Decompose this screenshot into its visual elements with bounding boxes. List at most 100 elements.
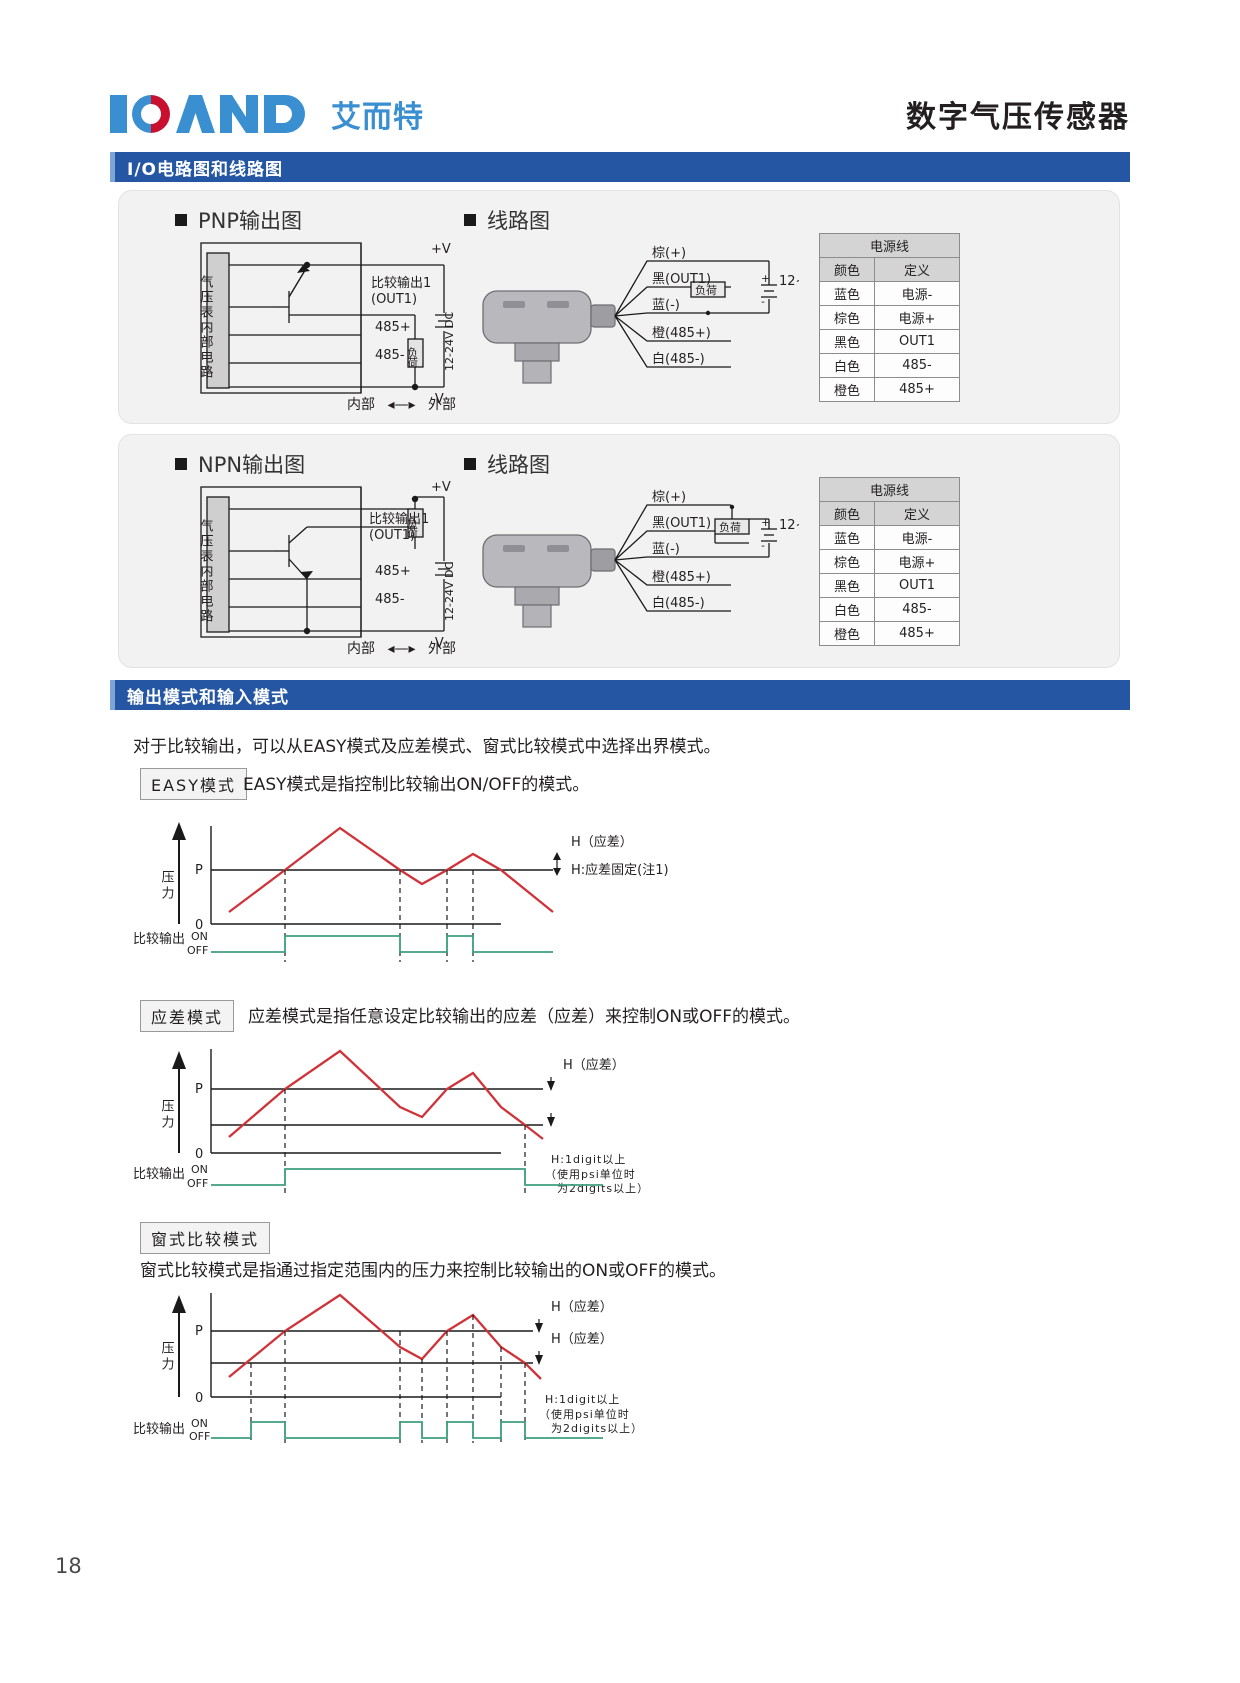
npn-wiring-diagram: 棕(+) 黑(OUT1) 蓝(-) 橙(485+) 白(485-) 负荷 + -… <box>482 490 799 628</box>
easy-out-label: 比较输出 <box>133 931 185 947</box>
hyst-output-waveform <box>211 1168 603 1186</box>
mode-intro-text: 对于比较输出，可以从EASY模式及应差模式、窗式比较模式中选择出界模式。 <box>133 737 721 757</box>
pnp-wire-2: 黑(OUT1) <box>652 272 711 287</box>
easy-mode-chart: 压力 P 0 H（应差） H:应差固定(注1) 比较输出 ON OFF <box>133 822 669 962</box>
easy-mode-desc: EASY模式是指控制比较输出ON/OFF的模式。 <box>243 775 590 795</box>
hyst-pressure-curve <box>228 1049 544 1140</box>
cell-color: 橙色 <box>819 377 875 402</box>
easy-zero-label: 0 <box>195 918 203 933</box>
pnp-circuit-title: PNP输出图 <box>175 205 302 235</box>
window-note-3: 为2digits以上） <box>551 1422 643 1435</box>
hyst-p-label: P <box>195 1082 203 1097</box>
npn-supply-wire: 12~24V <box>779 518 799 533</box>
npn-out-label-1: 比较输出1 <box>369 511 429 527</box>
hyst-off-label: OFF <box>187 1177 208 1190</box>
cell-def: 485+ <box>874 377 960 402</box>
pnp-wire-4: 橙(485+) <box>652 326 711 341</box>
hysteresis-mode-chart: 压力 P 0 H（应差） H:1digit以上 （使用psi单位时 为2digi… <box>133 1049 648 1195</box>
cell-color: 棕色 <box>819 305 875 330</box>
npn-wire-table: 电源线 颜色 定义 蓝色 电源- 棕色 电源+ 黑色 OUT1 白色 485- <box>819 477 960 646</box>
npn-th-color: 颜色 <box>819 501 875 526</box>
svg-text:-: - <box>761 539 765 552</box>
table-row: 橙色 485+ <box>819 621 960 646</box>
easy-h-label: H（应差） <box>571 834 633 850</box>
pnp-footer: 内部 ◂—▸ 外部 <box>347 397 456 413</box>
section-title-io: I/O电路图和线路图 <box>127 159 283 180</box>
table-row: 棕色 电源+ <box>819 549 960 574</box>
easy-output-waveform <box>211 935 553 953</box>
easy-pressure-curve <box>228 826 554 913</box>
window-mode-desc: 窗式比较模式是指通过指定范围内的压力来控制比较输出的ON或OFF的模式。 <box>140 1261 727 1281</box>
window-on-label: ON <box>191 1417 208 1430</box>
and-logo-icon <box>110 95 305 133</box>
section-bar-tick <box>110 152 115 182</box>
pnp-485p: 485+ <box>375 320 411 335</box>
bullet-square-icon <box>464 214 476 226</box>
npn-wiring-title: 线路图 <box>464 449 550 479</box>
pnp-out-label-2: (OUT1) <box>371 292 417 307</box>
hyst-zero-label: 0 <box>195 1147 203 1162</box>
hyst-y-axis-label: 压力 <box>159 1099 175 1131</box>
section-title-mode: 输出模式和输入模式 <box>127 687 289 708</box>
cell-def: OUT1 <box>874 573 960 598</box>
easy-off-label: OFF <box>187 944 208 957</box>
cell-def: 电源+ <box>874 305 960 330</box>
npn-485m: 485- <box>375 592 405 607</box>
window-output-waveform <box>211 1421 603 1439</box>
table-caption-row: 电源线 <box>819 233 960 258</box>
svg-text:+: + <box>761 516 770 529</box>
pnp-block-label: 气压表内部电路 <box>198 274 214 380</box>
window-h-label-1: H（应差） <box>551 1299 613 1315</box>
window-mode-chart: 压力 P 0 H（应差） H（应差） H:1digit以上 （使用 <box>133 1293 643 1443</box>
pnp-wire-table: 电源线 颜色 定义 蓝色 电源- 棕色 电源+ 黑色 OUT1 白色 485- <box>819 233 960 402</box>
npn-485p: 485+ <box>375 564 411 579</box>
easy-h-note: H:应差固定(注1) <box>571 862 669 878</box>
cell-def: 485+ <box>874 621 960 646</box>
double-arrow-icon: ◂—▸ <box>387 397 416 413</box>
table-row: 白色 485- <box>819 597 960 622</box>
badge-window-mode: 窗式比较模式 <box>140 1222 271 1254</box>
npn-out-label-2: (OUT1) <box>369 528 415 543</box>
badge-easy-mode: EASY模式 <box>140 768 247 800</box>
table-row: 黑色 OUT1 <box>819 573 960 598</box>
double-arrow-icon: ◂—▸ <box>387 641 416 657</box>
brand-logo: 艾而特 <box>110 90 424 138</box>
bullet-square-icon <box>464 458 476 470</box>
badge-hysteresis-mode: 应差模式 <box>140 1000 235 1032</box>
window-off-label: OFF <box>189 1430 210 1443</box>
cell-def: 485- <box>874 597 960 622</box>
table-row: 棕色 电源+ <box>819 305 960 330</box>
npn-wire-2: 黑(OUT1) <box>652 516 711 531</box>
svg-text:+: + <box>761 272 770 285</box>
npn-load-label: 负荷 <box>406 516 419 539</box>
window-note-1: H:1digit以上 <box>545 1393 620 1406</box>
pnp-wire-3: 蓝(-) <box>652 298 680 313</box>
pnp-supply-label: 12-24V DC <box>443 312 456 371</box>
npn-wire-3: 蓝(-) <box>652 542 680 557</box>
npn-circuit-diagram: 气压表内部电路 比较输出1 (OUT1) 485+ 485- 负荷 +V -V … <box>198 480 457 651</box>
pnp-supply-wire: 12~24V <box>779 274 799 289</box>
npn-vplus: +V <box>431 480 451 495</box>
page-header: 艾而特 数字气压传感器 <box>110 90 1130 150</box>
window-note-2: （使用psi单位时 <box>539 1407 630 1421</box>
cell-color: 蓝色 <box>819 525 875 550</box>
pnp-circuit-diagram: 气压表内部电路 比较输出1 (OUT1) 485+ 485- 负荷 +V -V … <box>198 242 457 407</box>
bullet-square-icon <box>175 458 187 470</box>
window-p-label: P <box>195 1324 203 1339</box>
cell-color: 白色 <box>819 597 875 622</box>
easy-p-label: P <box>195 863 203 878</box>
cell-def: 电源- <box>874 281 960 306</box>
cell-def: 485- <box>874 353 960 378</box>
table-row: 蓝色 电源- <box>819 281 960 306</box>
npn-footer: 内部 ◂—▸ 外部 <box>347 641 456 657</box>
sensor-body-icon <box>482 290 616 384</box>
pnp-vplus: +V <box>431 242 451 257</box>
hyst-out-label: 比较输出 <box>133 1166 185 1182</box>
cell-color: 白色 <box>819 353 875 378</box>
bullet-square-icon <box>175 214 187 226</box>
window-zero-label: 0 <box>195 1391 203 1406</box>
window-out-label: 比较输出 <box>133 1421 185 1437</box>
hyst-h-label: H（应差） <box>563 1057 625 1073</box>
pnp-load-label: 负荷 <box>406 346 419 369</box>
